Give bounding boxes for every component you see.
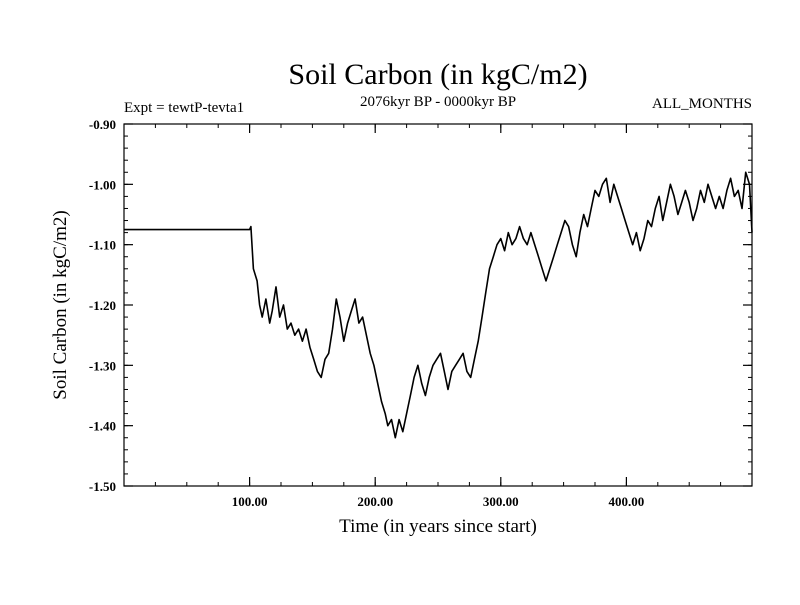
x-tick-label: 200.00 <box>357 494 393 509</box>
x-axis-label: Time (in years since start) <box>339 516 537 537</box>
y-tick-label: -1.10 <box>89 238 116 253</box>
x-tick-label: 300.00 <box>483 494 519 509</box>
experiment-label: Expt = tewtP-tevta1 <box>124 100 244 116</box>
x-tick-label: 100.00 <box>232 494 268 509</box>
y-tick-label: -0.90 <box>89 117 116 132</box>
series-line-0 <box>124 171 753 439</box>
y-tick-label: -1.40 <box>89 419 116 434</box>
y-axis-label: Soil Carbon (in kgC/m2) <box>50 210 71 399</box>
chart-title: Soil Carbon (in kgC/m2) <box>288 58 587 91</box>
x-tick-label: 400.00 <box>609 494 645 509</box>
months-label: ALL_MONTHS <box>652 96 752 112</box>
y-tick-label: -1.20 <box>89 298 116 313</box>
y-tick-label: -1.50 <box>89 479 116 494</box>
y-tick-label: -1.30 <box>89 358 116 373</box>
axis-tick-labels: 100.00 200.00 300.00 400.00 -0.90 -1.00 -1.10 -… <box>89 117 644 509</box>
y-tick-label: -1.00 <box>89 177 116 192</box>
time-range-label: 2076kyr BP - 0000kyr BP <box>360 94 516 110</box>
series-layer <box>124 171 753 439</box>
